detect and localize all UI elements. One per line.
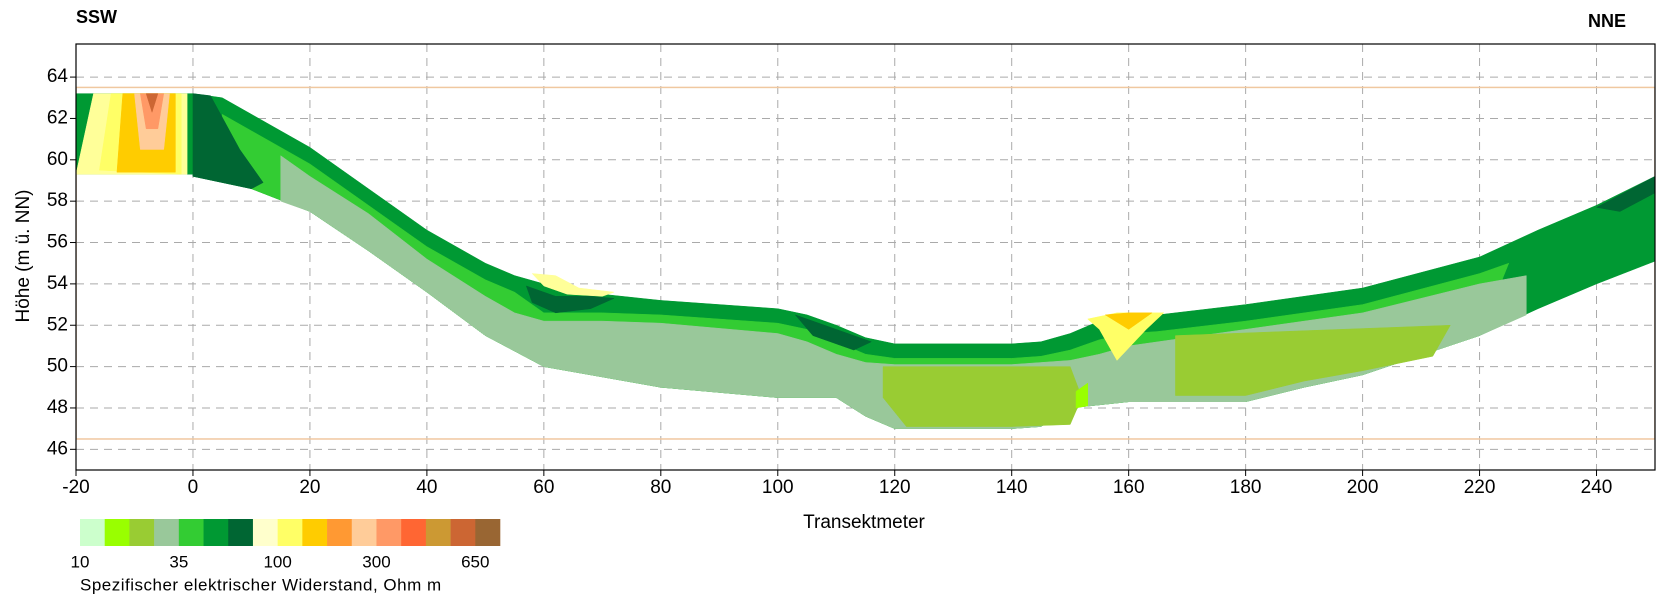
colorbar-tick-label: 100 xyxy=(263,552,291,571)
x-tick-label: 100 xyxy=(762,477,794,498)
y-tick-label: 54 xyxy=(47,273,69,294)
plot-border xyxy=(75,43,1656,471)
x-tick-label: 160 xyxy=(1113,477,1145,498)
resistivity-zone xyxy=(794,314,873,351)
colorbar-cell xyxy=(252,519,278,546)
y-tick-label: 50 xyxy=(47,356,68,377)
resistivity-zone xyxy=(882,366,1083,427)
y-axis-title: Höhe (m ü. NN) xyxy=(13,189,34,322)
colorbar-cell xyxy=(104,519,130,546)
colorbar-tick-label: 650 xyxy=(461,552,489,571)
colorbar-cell xyxy=(203,519,229,546)
x-tick-label: 60 xyxy=(533,477,554,498)
resistivity-zone xyxy=(531,273,615,297)
colorbar-cell xyxy=(376,519,402,546)
x-tick-label: 200 xyxy=(1347,477,1379,498)
x-tick-label: 240 xyxy=(1581,477,1613,498)
y-tick-label: 60 xyxy=(47,149,68,170)
colorbar-cell xyxy=(228,519,254,546)
colorbar-tick-label: 35 xyxy=(169,552,188,571)
x-tick-label: 140 xyxy=(996,477,1028,498)
x-tick-label: 180 xyxy=(1230,477,1262,498)
colorbar-cell xyxy=(302,519,328,546)
x-tick-label: 80 xyxy=(650,477,671,498)
y-tick-label: 56 xyxy=(47,232,68,253)
x-tick-label: 120 xyxy=(879,477,911,498)
colorbar: 10 35 100 300 650 xyxy=(71,519,501,571)
resistivity-zone xyxy=(525,285,615,314)
x-tick-label: 20 xyxy=(299,477,320,498)
resistivity-zone xyxy=(1087,312,1165,361)
colorbar-cell xyxy=(450,519,476,546)
colorbar-cell xyxy=(154,519,180,546)
x-tick-label: 0 xyxy=(188,477,199,498)
resistivity-zone xyxy=(1104,312,1153,330)
y-tick-label: 58 xyxy=(47,190,68,211)
y-tick-label: 46 xyxy=(47,438,68,459)
colorbar-cell xyxy=(80,519,106,546)
x-tick-label: 220 xyxy=(1464,477,1496,498)
y-tick-label: 62 xyxy=(47,107,68,128)
x-axis-title: Transektmeter xyxy=(803,512,925,533)
x-tick-label: -20 xyxy=(62,477,89,498)
colorbar-title: Spezifischer elektrischer Widerstand, Oh… xyxy=(80,575,442,594)
resistivity-zone xyxy=(1175,324,1451,396)
y-tick-label: 52 xyxy=(47,314,68,335)
resistivity-zone xyxy=(1075,382,1088,409)
section xyxy=(76,86,1655,440)
colorbar-cell xyxy=(178,519,204,546)
colorbar-cell xyxy=(401,519,427,546)
colorbar-cell xyxy=(277,519,303,546)
resistivity-zone xyxy=(1595,176,1655,212)
colorbar-cell xyxy=(475,519,501,546)
resistivity-zone xyxy=(145,93,159,114)
colorbar-tick-label: 10 xyxy=(71,552,90,571)
ticks: -20 0 20 40 60 80 100 120 140 160 180 200 220 240 46 48… xyxy=(47,66,1613,498)
direction-right: NNE xyxy=(1588,11,1626,31)
x-tick-label: 40 xyxy=(416,477,437,498)
colorbar-cell xyxy=(425,519,451,546)
colorbar-tick-label: 300 xyxy=(362,552,390,571)
colorbar-cell xyxy=(351,519,377,546)
y-tick-label: 48 xyxy=(47,397,68,418)
colorbar-cell xyxy=(129,519,155,546)
direction-left: SSW xyxy=(76,7,117,27)
model-extent xyxy=(76,86,1655,440)
colorbar-cell xyxy=(327,519,353,546)
y-tick-label: 64 xyxy=(47,66,69,87)
resistivity-zone xyxy=(192,93,264,190)
